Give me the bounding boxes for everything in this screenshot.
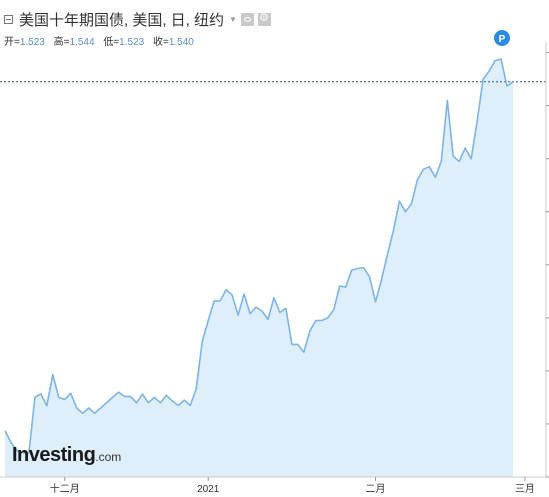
low-label: 低= [103, 37, 120, 48]
logo-suffix: .com [95, 450, 121, 464]
dropdown-arrow-icon[interactable]: ▼ [229, 14, 237, 24]
price-area [5, 59, 513, 477]
marker-label[interactable]: P [499, 34, 506, 45]
svg-text:Investing.com: Investing.com [12, 444, 121, 466]
x-tick-label: 十二月 [50, 482, 80, 495]
x-tick-label: 二月 [366, 483, 386, 495]
high-label: 高= [53, 37, 70, 48]
eye-icon[interactable] [240, 12, 254, 26]
x-tick-label: 三月 [515, 483, 535, 495]
logo-main: Investing [12, 444, 95, 466]
x-axis-ticks: 十二月2021二月三月15 [50, 477, 535, 495]
close-value: 1.540 [168, 37, 194, 48]
collapse-icon[interactable] [4, 14, 13, 24]
ohlc-readout: 开=1.523 高=1.544 低=1.523 收=1.540 [4, 33, 200, 48]
open-value: 1.523 [19, 37, 45, 48]
marker-circle[interactable] [494, 30, 510, 46]
open-label: 开= [4, 37, 20, 48]
chart-title: 美国十年期国债, 美国, 日, 纽约 [19, 11, 225, 29]
gear-icon[interactable] [257, 12, 271, 26]
price-marker[interactable]: P [494, 30, 510, 46]
investing-logo: Investing.com [12, 444, 121, 466]
low-value: 1.523 [119, 37, 145, 48]
price-line [4, 58, 514, 454]
x-tick-label: 2021 [197, 484, 220, 495]
chart-header: 美国十年期国债, 美国, 日, 纽约 ▼ [4, 9, 271, 29]
close-label: 收= [152, 37, 169, 48]
high-value: 1.544 [69, 37, 95, 48]
